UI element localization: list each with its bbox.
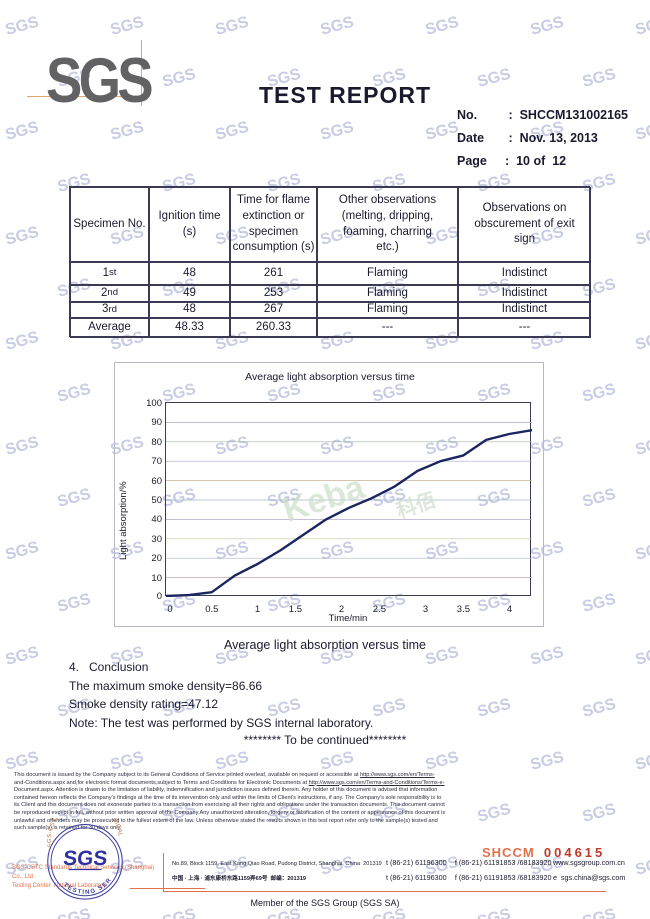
svg-text:科佰: 科佰 — [393, 488, 438, 523]
svg-text:SGS: SGS — [62, 847, 108, 870]
svg-text:SGS-CSTC STANDARDS TECHNICAL: SGS-CSTC STANDARDS TECHNICAL — [47, 818, 123, 848]
